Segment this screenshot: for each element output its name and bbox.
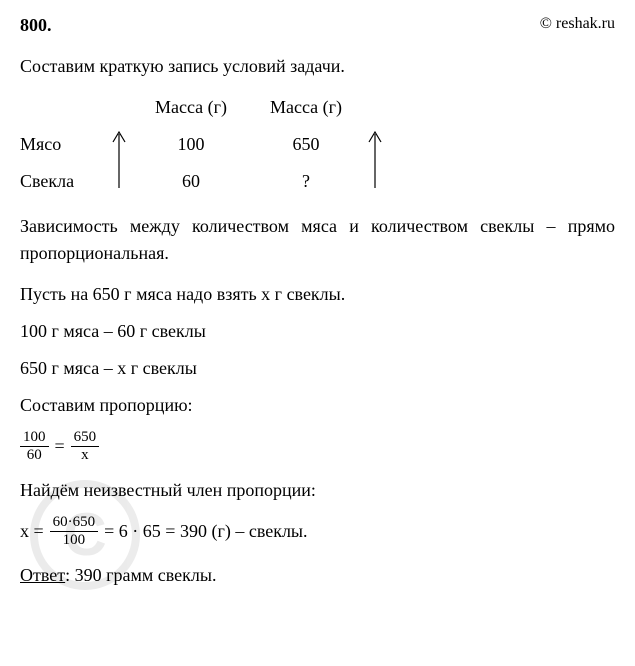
frac-denominator: 60 — [20, 447, 49, 464]
solution-rest: = 6 · 65 = 390 (г) – свеклы. — [104, 518, 307, 545]
assume-text: Пусть на 650 г мяса надо взять x г свекл… — [20, 281, 615, 308]
answer-line: Ответ: 390 грамм свеклы. — [20, 562, 615, 589]
find-unknown-text: Найдём неизвестный член пропорции: — [20, 477, 615, 504]
frac-denominator: 100 — [50, 532, 99, 549]
frac-numerator: 60·650 — [50, 514, 99, 532]
problem-number: 800. — [20, 12, 52, 39]
copyright-text: © reshak.ru — [540, 12, 615, 39]
table-row: Мясо 100 650 — [20, 131, 615, 158]
fraction-left: 100 60 — [20, 429, 49, 463]
proportion-equation: 100 60 = 650 x — [20, 429, 615, 463]
dependency-text: Зависимость между количеством мяса и кол… — [20, 213, 615, 267]
solution-equation: x = 60·650 100 = 6 · 65 = 390 (г) – свек… — [20, 514, 615, 548]
cell-beet-v1: 60 — [136, 168, 246, 195]
frac-denominator: x — [71, 447, 100, 464]
table-row: Свекла 60 ? — [20, 168, 615, 195]
solution-fraction: 60·650 100 — [50, 514, 99, 548]
header-mass-2: Масса (г) — [246, 94, 366, 121]
header-row: 800. © reshak.ru — [20, 12, 615, 39]
frac-numerator: 100 — [20, 429, 49, 447]
cell-meat-v1: 100 — [136, 131, 246, 158]
cell-meat-v2: 650 — [246, 131, 366, 158]
condition-table: Масса (г) Масса (г) Мясо 100 650 Св — [20, 94, 615, 195]
row-label-beet: Свекла — [20, 168, 110, 195]
make-proportion-text: Составим пропорцию: — [20, 392, 615, 419]
equals-sign: = — [55, 433, 65, 460]
table-header: Масса (г) Масса (г) — [20, 94, 615, 121]
intro-text: Составим краткую запись условий задачи. — [20, 53, 615, 80]
content: 800. © reshak.ru Составим краткую запись… — [20, 12, 615, 589]
cell-beet-v2: ? — [246, 168, 366, 195]
ratio-line-2: 650 г мяса – x г свеклы — [20, 355, 615, 382]
header-mass-1: Масса (г) — [136, 94, 246, 121]
solution-prefix: x = — [20, 518, 44, 545]
frac-numerator: 650 — [71, 429, 100, 447]
fraction-right: 650 x — [71, 429, 100, 463]
answer-text: : 390 грамм свеклы. — [65, 565, 216, 585]
ratio-line-1: 100 г мяса – 60 г свеклы — [20, 318, 615, 345]
answer-label: Ответ — [20, 565, 65, 585]
row-label-meat: Мясо — [20, 131, 110, 158]
